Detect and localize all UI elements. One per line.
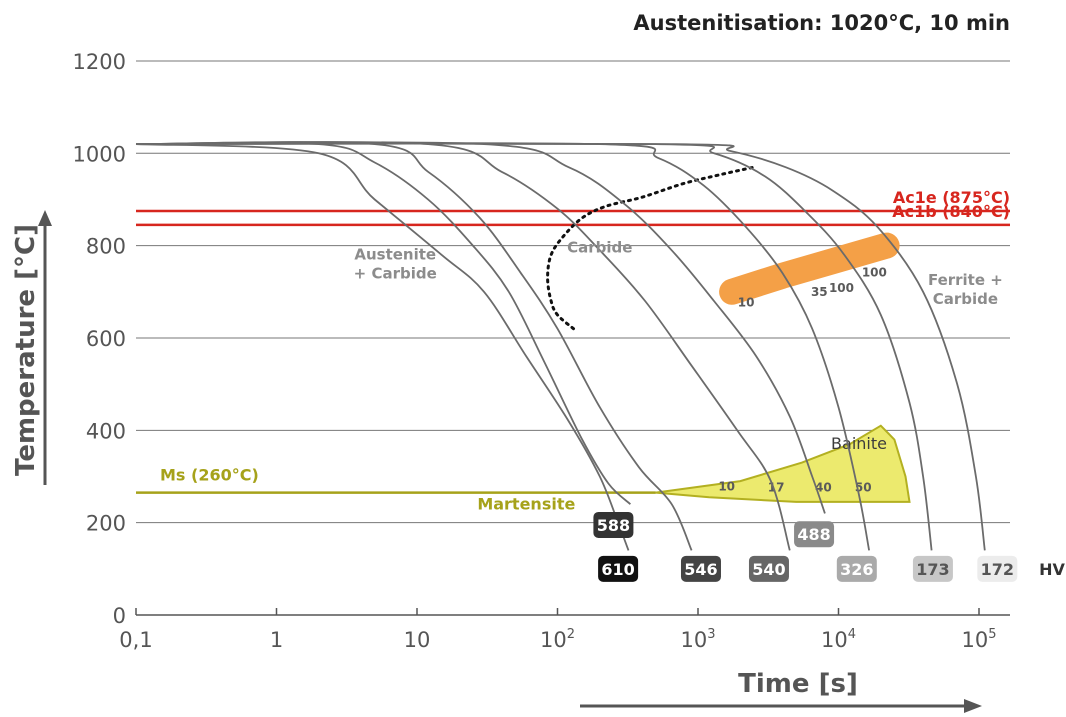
cooling-curve-hv-588 <box>135 141 632 505</box>
hv-box-540 <box>748 555 789 582</box>
ferrite-percent-label: 100 <box>862 266 887 280</box>
y-tick-label: 800 <box>86 235 126 259</box>
ferrite-region <box>719 232 900 305</box>
hv-value: 173 <box>916 560 949 579</box>
hv-value: 610 <box>601 560 634 579</box>
hv-value: 540 <box>752 560 785 579</box>
ferrite-percent-label: 100 <box>829 281 854 295</box>
x-axis-label-group: Time [s] <box>580 669 982 713</box>
hv-value: 588 <box>597 516 630 535</box>
y-tick-label: 600 <box>86 327 126 351</box>
cooling-curve-hv-488 <box>135 141 826 514</box>
region-label: Ferrite + Carbide <box>928 271 1003 308</box>
x-tick-label: 103 <box>680 627 715 652</box>
y-axis-arrowhead <box>38 210 52 226</box>
bainite-percent-label: 10 <box>718 479 735 493</box>
carbide-start-curve <box>546 165 756 331</box>
hv-box-546 <box>680 555 721 582</box>
hv-box-172 <box>977 555 1018 582</box>
ferrite-percent-label: 35 <box>811 285 828 299</box>
hv-box-488 <box>794 521 835 548</box>
x-tick-label: 10 <box>404 628 431 652</box>
hv-value: 546 <box>684 560 717 579</box>
hv-value: 172 <box>981 560 1014 579</box>
hv-box-588 <box>593 511 634 538</box>
ms-label: Ms (260°C) <box>160 466 259 485</box>
cooling-curve-hv-172 <box>135 142 986 551</box>
y-tick-labels: 0 200 400 600 800 1000 1200 <box>73 50 126 628</box>
hv-unit-label: HV <box>1039 560 1065 579</box>
chart-title: Austenitisation: 1020°C, 10 min <box>633 11 1010 35</box>
hardness-values: 610 588 546 540 488 326 173 172 HV <box>593 511 1066 582</box>
grid <box>135 60 1010 616</box>
x-tick-label: 102 <box>540 627 575 652</box>
bainite-label: Bainite <box>831 434 887 453</box>
ac1e-label: Ac1e (875°C) <box>893 188 1010 207</box>
y-tick-label: 400 <box>86 419 126 443</box>
ferrite-percent-label: 10 <box>738 296 755 310</box>
x-tick-label: 1 <box>270 628 283 652</box>
region-label: Austenite + Carbide <box>354 245 437 282</box>
cooling-curves <box>135 141 986 551</box>
y-tick-label: 0 <box>113 604 126 628</box>
hv-box-173 <box>912 555 953 582</box>
phase-labels: Austenite + Carbide Carbide Ferrite + Carbid… <box>354 239 1003 514</box>
hv-box-610 <box>598 555 639 582</box>
y-axis-label-group: Temperature [°C] <box>11 210 52 485</box>
region-label: Carbide <box>567 239 632 257</box>
x-axis-arrowhead <box>964 699 982 713</box>
hv-value: 326 <box>840 560 873 579</box>
y-tick-label: 1000 <box>73 142 126 166</box>
bainite-percent-label: 40 <box>815 480 832 494</box>
cooling-curve-hv-546 <box>135 141 693 551</box>
x-tick-label: 0,1 <box>119 628 152 652</box>
bainite-percent-label: 50 <box>855 480 872 494</box>
hv-box-326 <box>836 555 877 582</box>
cooling-curve-hv-610 <box>135 143 630 551</box>
bainite-percent-label: 17 <box>768 480 785 494</box>
x-tick-label: 105 <box>961 627 996 652</box>
x-tick-labels: 0,1 1 10 102 103 104 105 <box>119 627 996 652</box>
x-axis-label: Time [s] <box>738 669 858 699</box>
y-tick-label: 1200 <box>73 50 126 74</box>
y-axis-label: Temperature [°C] <box>11 224 41 476</box>
region-label: Martensite <box>477 495 575 514</box>
y-tick-label: 200 <box>86 512 126 536</box>
ac1b-label: Ac1b (840°C) <box>892 202 1010 221</box>
x-tick-label: 104 <box>821 627 856 652</box>
bainite-region <box>655 424 911 503</box>
hv-value: 488 <box>797 525 830 544</box>
